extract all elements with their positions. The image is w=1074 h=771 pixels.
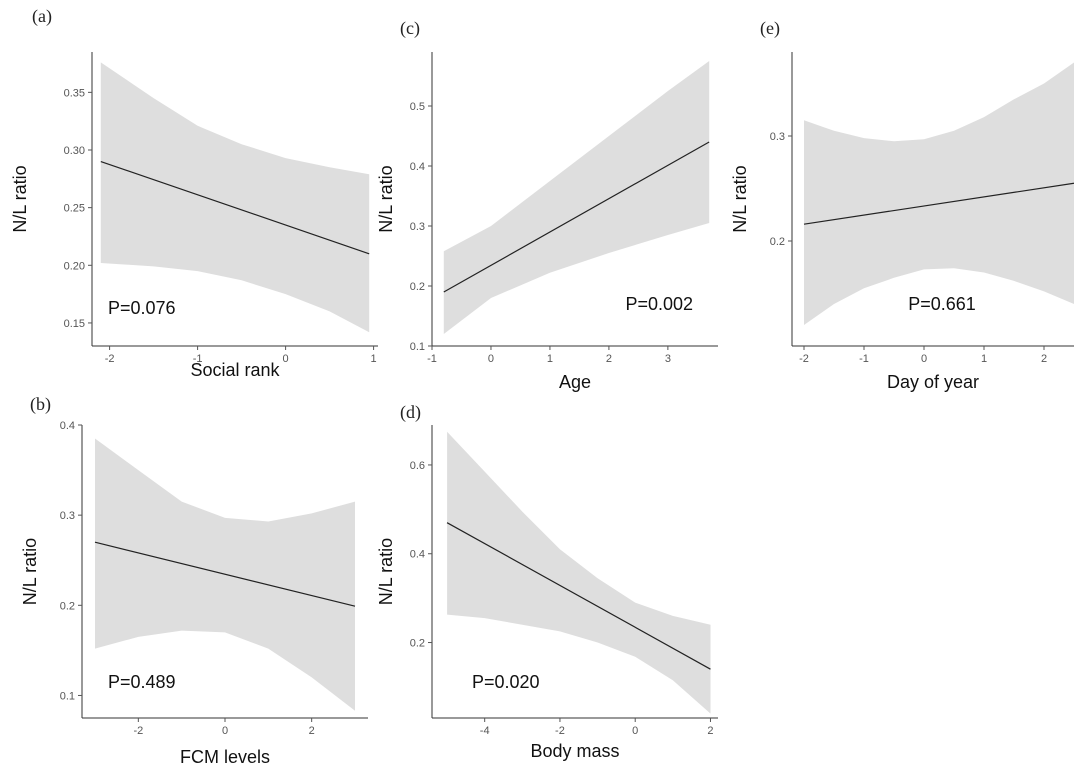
y-tick-label: 0.4: [410, 161, 425, 173]
x-tick-label: 0: [222, 725, 228, 737]
y-tick-label: 0.1: [410, 341, 425, 353]
y-axis-label: N/L ratio: [376, 538, 396, 605]
y-tick-label: 0.4: [60, 420, 75, 432]
confidence-band: [100, 62, 370, 333]
y-axis-label: N/L ratio: [10, 165, 30, 232]
x-axis-label: Social rank: [190, 360, 280, 380]
p-value-annotation: P=0.489: [108, 672, 176, 692]
x-tick-label: 1: [371, 353, 377, 365]
x-axis-label: Body mass: [530, 741, 619, 761]
y-tick-label: 0.3: [60, 510, 75, 522]
y-tick-label: 0.2: [410, 638, 425, 650]
y-axis-label: N/L ratio: [730, 165, 750, 232]
panel-e: 0.2 0.3 -2 -1 0 1 2 (e) N/L ratio Day of year P=0.…: [730, 18, 1074, 392]
panel-label: (c): [400, 18, 420, 39]
y-tick-label: 0.1: [60, 690, 75, 702]
fit-line: [803, 182, 1074, 225]
x-axis-label: Age: [559, 372, 591, 392]
x-axis-label: FCM levels: [180, 747, 270, 767]
x-tick-label: 1: [547, 353, 553, 365]
y-tick-label: 0.35: [64, 87, 85, 99]
panel-label: (a): [32, 6, 52, 27]
x-tick-label: 3: [665, 353, 671, 365]
y-tick-label: 0.3: [410, 221, 425, 233]
y-tick-label: 0.25: [64, 203, 85, 215]
y-axis-label: N/L ratio: [20, 538, 40, 605]
y-tick-label: 0.15: [64, 318, 85, 330]
y-tick-label: 0.30: [64, 145, 85, 157]
x-tick-label: 2: [606, 353, 612, 365]
x-tick-label: 0: [921, 353, 927, 365]
x-tick-label: -2: [799, 353, 809, 365]
x-tick-label: 2: [1041, 353, 1047, 365]
confidence-band: [447, 431, 711, 714]
x-tick-label: -2: [555, 725, 565, 737]
y-tick-label: 0.2: [410, 281, 425, 293]
x-tick-label: 0: [488, 353, 494, 365]
y-tick-label: 0.6: [410, 460, 425, 472]
x-tick-label: 0: [283, 353, 289, 365]
p-value-annotation: P=0.076: [108, 298, 176, 318]
y-tick-label: 0.2: [60, 600, 75, 612]
x-tick-label: 2: [309, 725, 315, 737]
p-value-annotation: P=0.020: [472, 672, 540, 692]
fit-line: [100, 160, 370, 255]
fit-line: [446, 522, 711, 670]
panel-label: (d): [400, 402, 421, 423]
panel-b: 0.1 0.2 0.3 0.4 -2 0 2 (b) N/L ratio FCM levels P=…: [20, 394, 368, 767]
x-tick-label: 0: [632, 725, 638, 737]
p-value-annotation: P=0.002: [625, 294, 693, 314]
panel-label: (e): [760, 18, 780, 39]
panel-label: (b): [30, 394, 51, 415]
y-tick-label: 0.20: [64, 260, 85, 272]
fit-line: [443, 141, 710, 293]
panel-a: 0.15 0.20 0.25 0.30 0.35 -2 -1 0 1 (a) N/L ratio So…: [10, 6, 378, 380]
confidence-band: [804, 62, 1074, 325]
y-tick-label: 0.4: [410, 549, 425, 561]
fit-line: [94, 541, 356, 607]
x-tick-label: -2: [105, 353, 115, 365]
x-tick-label: 1: [981, 353, 987, 365]
x-tick-label: -1: [427, 353, 437, 365]
y-axis-label: N/L ratio: [376, 165, 396, 232]
x-tick-label: -1: [859, 353, 869, 365]
x-tick-label: -1: [193, 353, 203, 365]
y-tick-label: 0.3: [770, 131, 785, 143]
p-value-annotation: P=0.661: [908, 294, 976, 314]
x-tick-label: -2: [133, 725, 143, 737]
x-tick-label: 2: [707, 725, 713, 737]
x-axis-label: Day of year: [887, 372, 979, 392]
y-tick-label: 0.5: [410, 101, 425, 113]
panel-d: 0.2 0.4 0.6 -4 -2 0 2 (d) N/L ratio Body mass P=0.…: [376, 402, 718, 761]
panel-c: 0.1 0.2 0.3 0.4 0.5 -1 0 1 2 3 (c) N/L ratio Age P=0.…: [376, 18, 718, 392]
confidence-band: [443, 61, 710, 334]
y-tick-label: 0.2: [770, 236, 785, 248]
x-tick-label: -4: [480, 725, 490, 737]
